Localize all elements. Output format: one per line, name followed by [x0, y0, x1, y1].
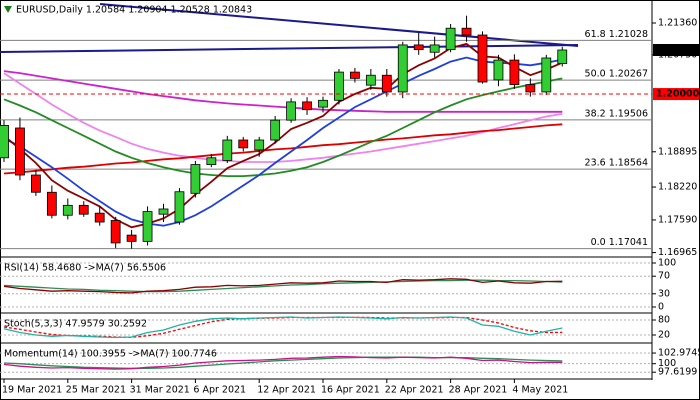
candle-body: [541, 57, 552, 93]
candle-body: [445, 27, 456, 51]
candle-body: [206, 157, 217, 165]
trend-line: [99, 3, 579, 47]
x-tick-label: 19 Mar 2021: [2, 385, 62, 396]
indicator-line: [3, 77, 563, 177]
x-tick-label: 28 Apr 2021: [449, 385, 508, 396]
indicator-line: [3, 123, 563, 175]
panel-title: RSI(14) 58.4680 ->MA(7) 56.5506: [4, 263, 166, 274]
candle-body: [270, 119, 281, 141]
y-tick-label: 1.18220: [658, 182, 697, 193]
candle-body: [30, 174, 41, 193]
indicator-line: [3, 72, 563, 163]
candle-body: [190, 164, 201, 194]
symbol-icon: [4, 6, 12, 13]
price-label: 1.20000: [656, 89, 700, 100]
indicator-line: [3, 70, 563, 113]
x-tick-label: 25 Mar 2021: [66, 385, 126, 396]
candle-body: [349, 71, 360, 79]
panel-title: Momentum(14) 100.3955 ->MA(7) 100.7746: [4, 349, 217, 360]
y-tick-label: 97.6199: [658, 367, 697, 378]
candle-body: [461, 27, 472, 36]
y-tick-label: 100: [658, 358, 676, 369]
candle-body: [94, 212, 105, 223]
candle-body: [397, 44, 408, 93]
y-tick-label: 1.16965: [658, 247, 697, 258]
y-tick-label: 1.18895: [658, 146, 697, 157]
indicator-line: [3, 316, 563, 339]
x-tick-label: 6 Apr 2021: [193, 385, 246, 396]
candle-body: [413, 44, 424, 51]
candle-body: [158, 208, 169, 215]
candle-body: [429, 44, 440, 53]
indicator-line: [3, 42, 563, 229]
x-tick-label: 22 Apr 2021: [385, 385, 444, 396]
x-tick-label: 31 Mar 2021: [130, 385, 190, 396]
fib-label: 0.0 1.17041: [591, 237, 648, 248]
y-tick-label: 80: [658, 315, 670, 326]
indicator-line: [3, 56, 563, 227]
fib-label: 61.8 1.21028: [585, 29, 648, 40]
candle-body: [110, 220, 121, 244]
price-box: [653, 43, 699, 56]
fib-label: 38.2 1.19506: [585, 108, 648, 119]
fib-label: 23.6 1.18564: [585, 158, 648, 169]
candle-body: [302, 101, 312, 111]
panel-title: EURUSD,Daily 1.20584 1.20904 1.20528 1.2…: [16, 5, 252, 16]
x-tick-label: 4 May 2021: [512, 385, 568, 396]
candle-body: [334, 71, 344, 101]
candle-body: [493, 59, 504, 81]
y-tick-label: 100: [658, 258, 676, 269]
x-tick-label: 12 Apr 2021: [257, 385, 316, 396]
candle-body: [381, 74, 392, 93]
indicator-line: [3, 356, 563, 369]
candle-body: [46, 191, 57, 216]
indicator-line: [3, 278, 563, 294]
candle-body: [78, 204, 89, 215]
candle-body: [318, 99, 328, 108]
y-tick-label: 30: [658, 288, 670, 299]
candle-body: [254, 139, 265, 151]
y-tick-label: 102.9745: [658, 348, 700, 359]
y-tick-label: 20: [658, 330, 670, 341]
y-tick-label: 0: [658, 301, 664, 312]
fib-label: 50.0 1.20267: [585, 69, 648, 80]
panel-title: Stoch(5,3,3) 47.9579 30.2592: [4, 319, 147, 330]
candle-body: [62, 204, 73, 216]
candle-body: [126, 234, 137, 242]
y-tick-label: 70: [658, 271, 670, 282]
candle-body: [365, 74, 376, 86]
price-label: 1.20843: [656, 44, 699, 55]
candle-body: [525, 84, 536, 93]
candle-body: [509, 59, 520, 86]
candle-body: [477, 34, 488, 83]
candle-body: [557, 49, 568, 64]
candle-body: [222, 139, 233, 161]
price-box: [653, 88, 699, 101]
candle-body: [0, 124, 9, 159]
candle-body: [15, 127, 25, 176]
y-tick-label: 1.17590: [658, 214, 697, 225]
candle-body: [142, 211, 153, 242]
candle-body: [238, 139, 249, 149]
x-tick-label: 16 Apr 2021: [321, 385, 380, 396]
candle-body: [174, 191, 185, 223]
indicator-line: [3, 355, 563, 370]
y-tick-label: 1.21360: [658, 17, 697, 28]
candle-body: [286, 101, 297, 121]
